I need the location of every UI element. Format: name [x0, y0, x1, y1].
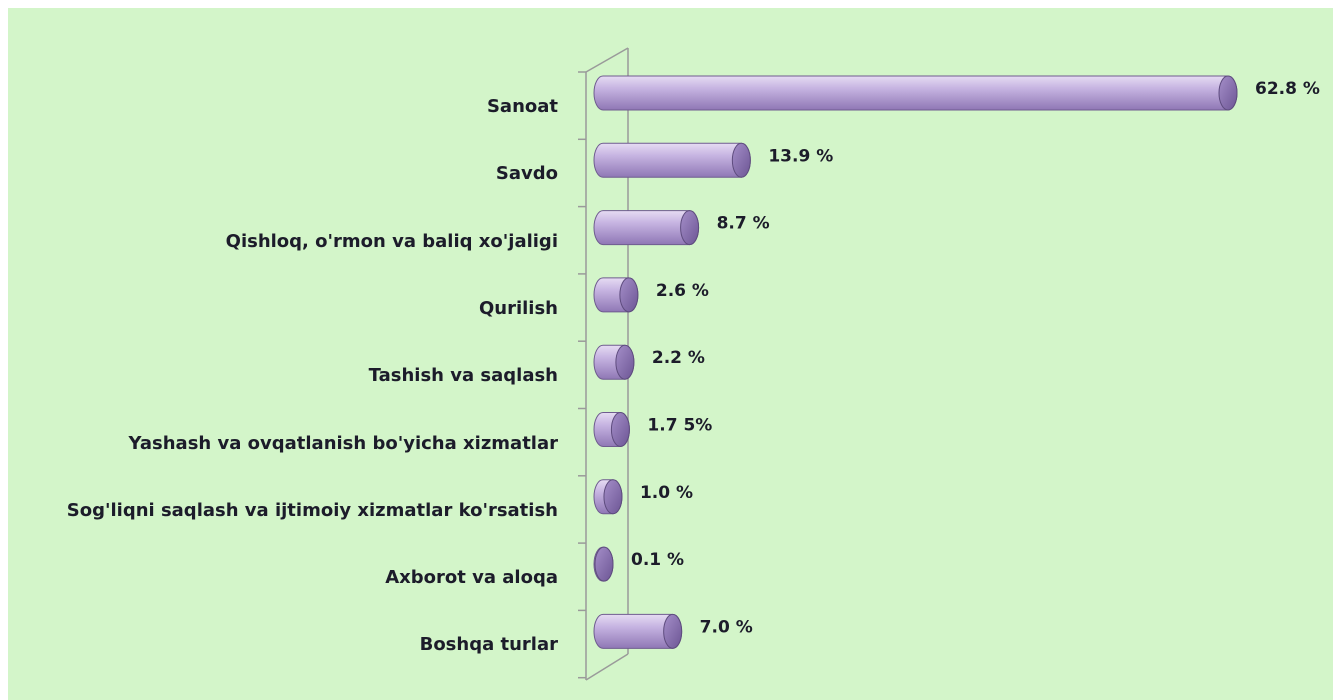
category-label: Axborot va aloqa — [385, 567, 558, 589]
axis-bottom — [585, 653, 629, 681]
bar — [593, 613, 683, 649]
value-label: 2.2 % — [652, 348, 705, 368]
bar — [593, 142, 751, 178]
value-label: 0.1 % — [631, 550, 684, 570]
bar — [593, 277, 639, 313]
category-label: Sanoat — [486, 96, 558, 117]
chart-panel: 62.8 % 13.9 % 8.7 % 2.6 % 2.2 % 1.7 5% 1.0 % 0.… — [8, 8, 1333, 700]
value-label: 8.7 % — [717, 214, 770, 234]
category-label: Yashash va ovqatlanish bo'yicha xizmatla… — [128, 432, 559, 454]
category-label: Qurilish — [478, 297, 558, 319]
bar — [593, 479, 623, 515]
value-label: 1.0 % — [640, 483, 693, 503]
category-label: Qishloq, o'rmon va baliq xo'jaligi — [225, 230, 558, 252]
chart: 62.8 % 13.9 % 8.7 % 2.6 % 2.2 % 1.7 5% 1.0 % 0.… — [578, 47, 1320, 681]
value-label: 2.6 % — [656, 281, 709, 301]
category-label: Sog'liqni saqlash va ijtimoiy xizmatlar … — [66, 499, 558, 521]
bar — [593, 75, 1238, 111]
value-label: 7.0 % — [700, 617, 753, 637]
bar — [593, 210, 700, 246]
bar — [593, 344, 635, 380]
category-label: Savdo — [495, 163, 558, 185]
value-label: 13.9 % — [768, 146, 833, 166]
value-label: 1.7 5% — [647, 416, 712, 436]
bar — [593, 546, 614, 582]
category-label: Tashish va saqlash — [368, 365, 558, 387]
category-label: Boshqa turlar — [419, 634, 558, 656]
bar — [593, 412, 630, 447]
axis-top — [585, 47, 629, 73]
value-label: 62.8 % — [1255, 79, 1320, 99]
